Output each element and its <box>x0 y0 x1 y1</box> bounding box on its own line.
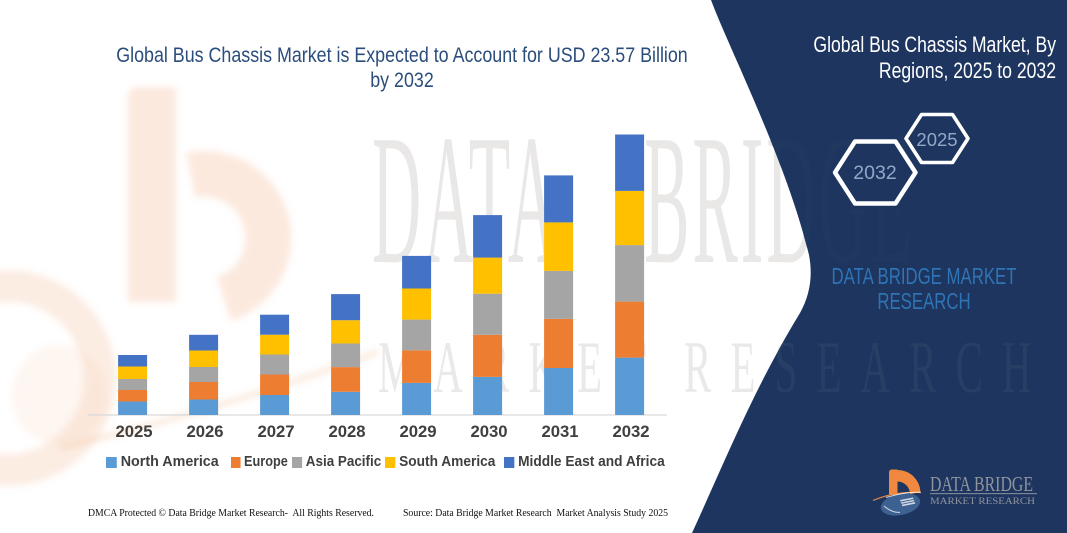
svg-text:DATA BRIDGE: DATA BRIDGE <box>930 472 1033 496</box>
svg-text:MARKET RESEARCH: MARKET RESEARCH <box>930 497 1035 507</box>
